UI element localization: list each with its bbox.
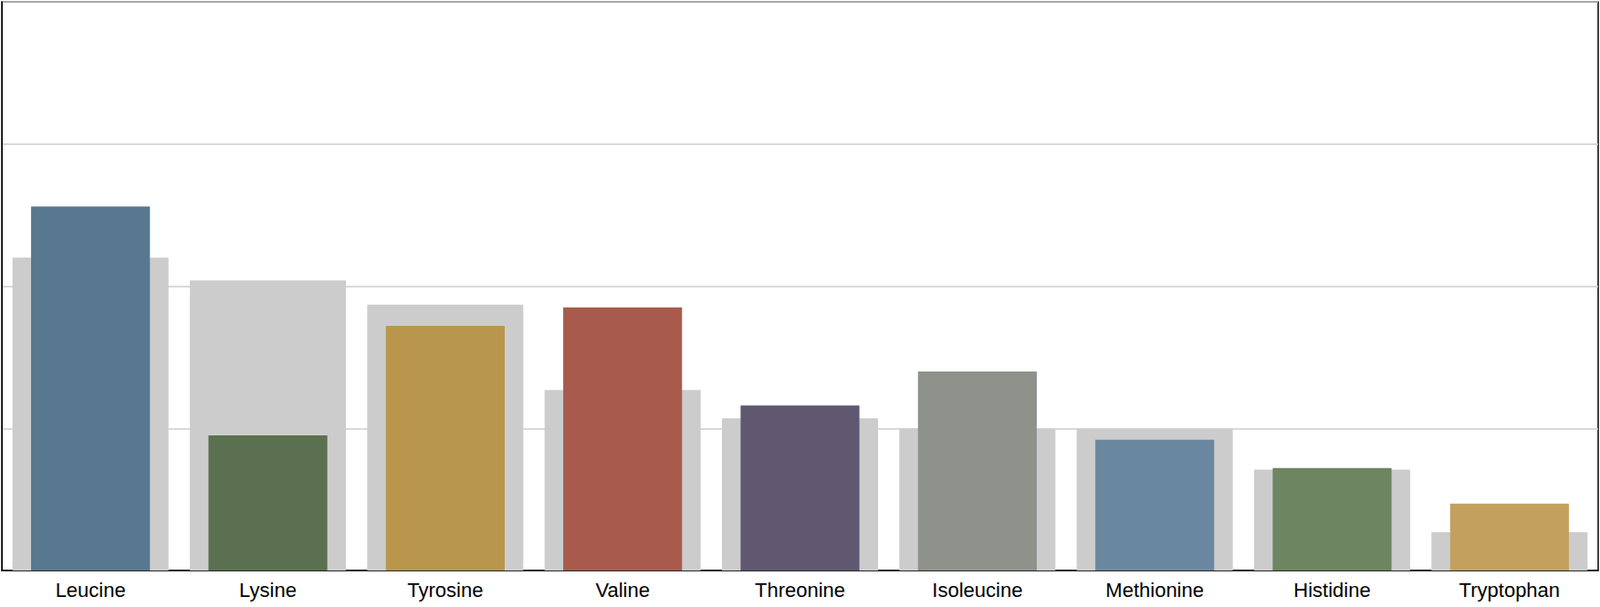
svg-text:Histidine: Histidine xyxy=(1293,578,1370,602)
svg-text:Tryptophan: Tryptophan xyxy=(1459,578,1560,602)
svg-text:Valine: Valine xyxy=(595,578,650,602)
svg-text:Isoleucine: Isoleucine xyxy=(931,578,1023,602)
svg-text:Leucine: Leucine xyxy=(55,578,126,602)
svg-text:Threonine: Threonine xyxy=(754,578,846,602)
svg-text:Methionine: Methionine xyxy=(1105,578,1204,602)
svg-text:Lysine: Lysine xyxy=(239,578,297,602)
svg-text:Tyrosine: Tyrosine xyxy=(407,578,483,602)
